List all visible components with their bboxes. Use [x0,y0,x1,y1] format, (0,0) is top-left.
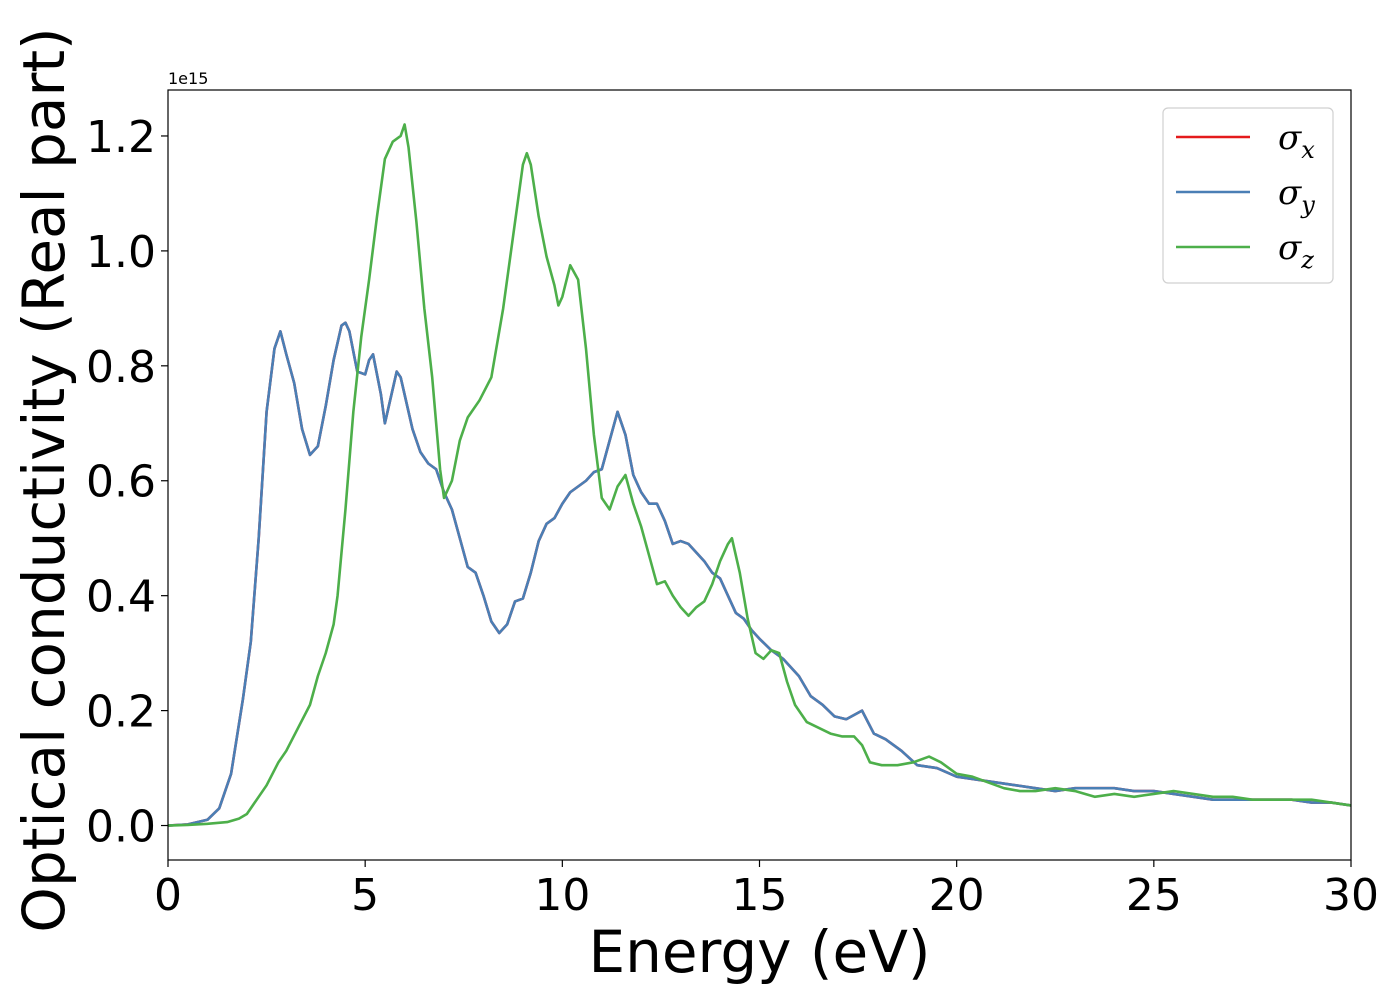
x-tick-label: 10 [534,870,590,921]
y-tick-label: 0.4 [86,572,156,623]
x-tick-label: 20 [929,870,985,921]
legend-entry-x: σx [1278,118,1315,164]
legend-entry-y: σy [1278,173,1315,219]
y-tick-label: 0.2 [86,687,156,738]
legend-symbol: σ [1278,173,1302,213]
y-axis: 0.0 0.2 0.4 0.6 0.8 1.0 1.2 [86,112,168,853]
x-tick-label: 15 [732,870,788,921]
legend-subscript: z [1300,246,1314,274]
series-layer [168,123,1351,827]
x-axis-label: Energy (eV) [588,918,930,986]
legend-entry-z: σz [1278,228,1314,274]
legend-box [1162,107,1334,284]
y-offset-label: 1e15 [168,69,208,88]
y-tick-label: 0.6 [86,457,156,508]
y-tick-label: 1.2 [86,112,156,163]
x-tick-label: 25 [1126,870,1182,921]
series-line-x [168,321,1351,827]
x-axis: 0 5 10 15 20 25 30 [154,860,1379,921]
legend-subscript: x [1301,136,1315,164]
series-line-y [168,321,1351,827]
y-tick-label: 1.0 [86,227,156,278]
x-tick-label: 0 [154,870,182,921]
x-tick-label: 5 [351,870,379,921]
legend-subscript: y [1300,191,1315,219]
legend-symbol: σ [1278,118,1302,158]
legend-symbol: σ [1278,228,1302,268]
x-tick-label: 30 [1323,870,1379,921]
y-axis-label: Optical conductivity (Real part) [10,27,78,932]
y-tick-label: 0.0 [86,802,156,853]
series-line-z [168,123,1351,827]
y-tick-label: 0.8 [86,342,156,393]
